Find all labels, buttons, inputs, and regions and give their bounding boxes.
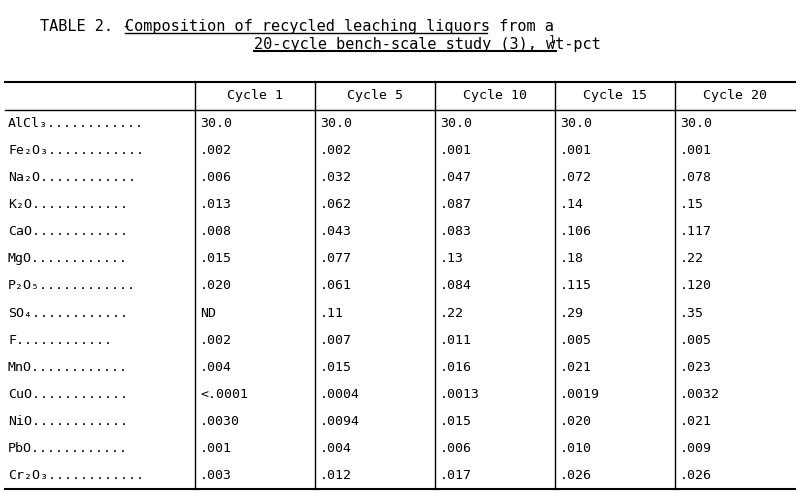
Text: Fe₂O₃............: Fe₂O₃............ [8, 144, 144, 157]
Text: .115: .115 [560, 279, 592, 292]
Text: .008: .008 [200, 225, 232, 239]
Text: 30.0: 30.0 [560, 117, 592, 130]
Text: .013: .013 [200, 198, 232, 211]
Text: CuO............: CuO............ [8, 388, 128, 401]
Text: .0030: .0030 [200, 415, 240, 428]
Text: .29: .29 [560, 307, 584, 320]
Text: Cycle 15: Cycle 15 [583, 89, 647, 102]
Text: MnO............: MnO............ [8, 361, 128, 374]
Text: .032: .032 [320, 171, 352, 184]
Text: Na₂O............: Na₂O............ [8, 171, 136, 184]
Text: P₂O₅............: P₂O₅............ [8, 279, 136, 292]
Text: .0032: .0032 [680, 388, 720, 401]
Text: Cycle 10: Cycle 10 [463, 89, 527, 102]
Text: .005: .005 [560, 333, 592, 346]
Text: .020: .020 [200, 279, 232, 292]
Text: MgO............: MgO............ [8, 252, 128, 265]
Text: .22: .22 [440, 307, 464, 320]
Text: .001: .001 [560, 144, 592, 157]
Text: .026: .026 [680, 469, 712, 482]
Text: F............: F............ [8, 333, 112, 346]
Text: .117: .117 [680, 225, 712, 239]
Text: PbO............: PbO............ [8, 442, 128, 455]
Text: .061: .061 [320, 279, 352, 292]
Text: .015: .015 [440, 415, 472, 428]
Text: .012: .012 [320, 469, 352, 482]
Text: .072: .072 [560, 171, 592, 184]
Text: .22: .22 [680, 252, 704, 265]
Text: Cycle 5: Cycle 5 [347, 89, 403, 102]
Text: .001: .001 [680, 144, 712, 157]
Text: Cr₂O₃............: Cr₂O₃............ [8, 469, 144, 482]
Text: .010: .010 [560, 442, 592, 455]
Text: .003: .003 [200, 469, 232, 482]
Text: .017: .017 [440, 469, 472, 482]
Text: .005: .005 [680, 333, 712, 346]
Text: .007: .007 [320, 333, 352, 346]
Text: .021: .021 [560, 361, 592, 374]
Text: .15: .15 [680, 198, 704, 211]
Text: AlCl₃............: AlCl₃............ [8, 117, 144, 130]
Text: .002: .002 [200, 333, 232, 346]
Text: .001: .001 [200, 442, 232, 455]
Text: .023: .023 [680, 361, 712, 374]
Text: .015: .015 [320, 361, 352, 374]
Text: .078: .078 [680, 171, 712, 184]
Text: .084: .084 [440, 279, 472, 292]
Text: 1: 1 [548, 35, 555, 45]
Text: .011: .011 [440, 333, 472, 346]
Text: 30.0: 30.0 [200, 117, 232, 130]
Text: 20-cycle bench-scale study (3), wt-pct: 20-cycle bench-scale study (3), wt-pct [254, 37, 601, 52]
Text: Cycle 20: Cycle 20 [703, 89, 767, 102]
Text: .077: .077 [320, 252, 352, 265]
Text: <.0001: <.0001 [200, 388, 248, 401]
Text: .004: .004 [200, 361, 232, 374]
Text: .35: .35 [680, 307, 704, 320]
Text: .002: .002 [320, 144, 352, 157]
Text: .006: .006 [440, 442, 472, 455]
Text: .13: .13 [440, 252, 464, 265]
Text: 30.0: 30.0 [440, 117, 472, 130]
Text: TABLE 2. -: TABLE 2. - [40, 19, 140, 34]
Text: 30.0: 30.0 [680, 117, 712, 130]
Text: Composition of recycled leaching liquors from a: Composition of recycled leaching liquors… [125, 19, 554, 34]
Text: .14: .14 [560, 198, 584, 211]
Text: .0013: .0013 [440, 388, 480, 401]
Text: .0094: .0094 [320, 415, 360, 428]
Text: .009: .009 [680, 442, 712, 455]
Text: .016: .016 [440, 361, 472, 374]
Text: 30.0: 30.0 [320, 117, 352, 130]
Text: .047: .047 [440, 171, 472, 184]
Text: .083: .083 [440, 225, 472, 239]
Text: .004: .004 [320, 442, 352, 455]
Text: .0004: .0004 [320, 388, 360, 401]
Text: ND: ND [200, 307, 216, 320]
Text: .120: .120 [680, 279, 712, 292]
Text: .18: .18 [560, 252, 584, 265]
Text: SO₄............: SO₄............ [8, 307, 128, 320]
Text: .001: .001 [440, 144, 472, 157]
Text: NiO............: NiO............ [8, 415, 128, 428]
Text: .062: .062 [320, 198, 352, 211]
Text: .021: .021 [680, 415, 712, 428]
Text: .006: .006 [200, 171, 232, 184]
Text: .020: .020 [560, 415, 592, 428]
Text: .087: .087 [440, 198, 472, 211]
Text: .0019: .0019 [560, 388, 600, 401]
Text: .11: .11 [320, 307, 344, 320]
Text: .015: .015 [200, 252, 232, 265]
Text: .106: .106 [560, 225, 592, 239]
Text: CaO............: CaO............ [8, 225, 128, 239]
Text: Cycle 1: Cycle 1 [227, 89, 283, 102]
Text: .026: .026 [560, 469, 592, 482]
Text: .043: .043 [320, 225, 352, 239]
Text: K₂O............: K₂O............ [8, 198, 128, 211]
Text: .002: .002 [200, 144, 232, 157]
